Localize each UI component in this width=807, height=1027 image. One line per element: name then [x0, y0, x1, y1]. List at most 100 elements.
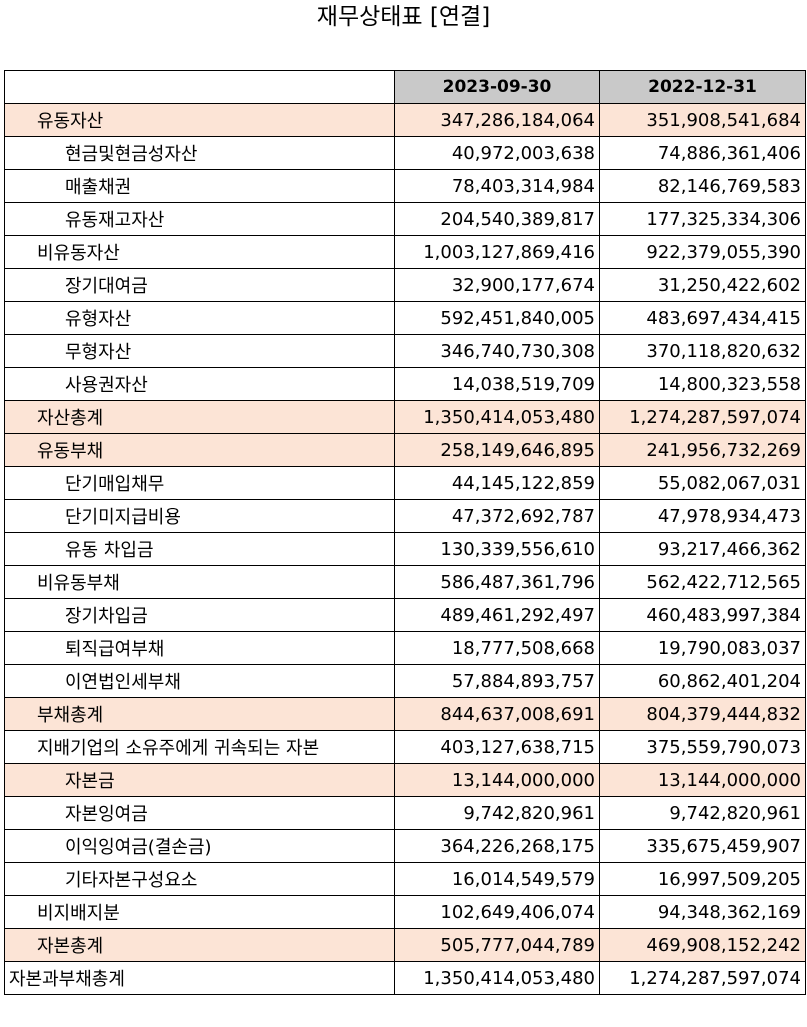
- row-label: 유동자산: [4, 103, 395, 137]
- value-2023-09-30: 130,339,556,610: [394, 532, 600, 566]
- table-row: 퇴직급여부채 18,777,508,668 19,790,083,037: [4, 631, 806, 665]
- row-label: 비유동자산: [4, 235, 395, 269]
- value-2022-12-31: 13,144,000,000: [599, 763, 806, 797]
- value-2023-09-30: 258,149,646,895: [394, 433, 600, 467]
- header-period-2023-09-30: 2023-09-30: [394, 70, 600, 104]
- value-2023-09-30: 78,403,314,984: [394, 169, 600, 203]
- row-label: 자본총계: [4, 928, 395, 962]
- value-2023-09-30: 347,286,184,064: [394, 103, 600, 137]
- table-header-row: 2023-09-30 2022-12-31: [4, 70, 806, 104]
- value-2023-09-30: 592,451,840,005: [394, 301, 600, 335]
- value-2023-09-30: 57,884,893,757: [394, 664, 600, 698]
- table-row: 유동 차입금 130,339,556,610 93,217,466,362: [4, 532, 806, 566]
- table-row: 자산총계 1,350,414,053,480 1,274,287,597,074: [4, 400, 806, 434]
- value-2022-12-31: 469,908,152,242: [599, 928, 806, 962]
- value-2022-12-31: 19,790,083,037: [599, 631, 806, 665]
- table-row: 비유동부채 586,487,361,796 562,422,712,565: [4, 565, 806, 599]
- header-period-2022-12-31: 2022-12-31: [599, 70, 806, 104]
- value-2022-12-31: 804,379,444,832: [599, 697, 806, 731]
- table-row: 비유동자산 1,003,127,869,416 922,379,055,390: [4, 235, 806, 269]
- row-label: 단기미지급비용: [4, 499, 395, 533]
- value-2023-09-30: 1,003,127,869,416: [394, 235, 600, 269]
- value-2023-09-30: 47,372,692,787: [394, 499, 600, 533]
- row-label: 자산총계: [4, 400, 395, 434]
- value-2022-12-31: 31,250,422,602: [599, 268, 806, 302]
- table-row: 자본잉여금 9,742,820,961 9,742,820,961: [4, 796, 806, 830]
- table-row: 부채총계 844,637,008,691 804,379,444,832: [4, 697, 806, 731]
- row-label: 장기차입금: [4, 598, 395, 632]
- value-2023-09-30: 1,350,414,053,480: [394, 961, 600, 995]
- value-2022-12-31: 55,082,067,031: [599, 466, 806, 500]
- table-row: 매출채권 78,403,314,984 82,146,769,583: [4, 169, 806, 203]
- table-row: 지배기업의 소유주에게 귀속되는 자본 403,127,638,715 375,55…: [4, 730, 806, 764]
- value-2023-09-30: 505,777,044,789: [394, 928, 600, 962]
- balance-sheet-table: 2023-09-30 2022-12-31 유동자산 347,286,184,06…: [4, 70, 806, 995]
- value-2022-12-31: 922,379,055,390: [599, 235, 806, 269]
- table-row: 자본과부채총계 1,350,414,053,480 1,274,287,597,07…: [4, 961, 806, 995]
- table-row: 단기미지급비용 47,372,692,787 47,978,934,473: [4, 499, 806, 533]
- row-label: 자본과부채총계: [4, 961, 395, 995]
- table-row: 자본금 13,144,000,000 13,144,000,000: [4, 763, 806, 797]
- value-2022-12-31: 460,483,997,384: [599, 598, 806, 632]
- value-2023-09-30: 16,014,549,579: [394, 862, 600, 896]
- value-2022-12-31: 562,422,712,565: [599, 565, 806, 599]
- row-label: 자본잉여금: [4, 796, 395, 830]
- row-label: 비유동부채: [4, 565, 395, 599]
- value-2023-09-30: 489,461,292,497: [394, 598, 600, 632]
- value-2022-12-31: 93,217,466,362: [599, 532, 806, 566]
- statement-title: 재무상태표 [연결]: [316, 4, 491, 30]
- row-label: 기타자본구성요소: [4, 862, 395, 896]
- value-2022-12-31: 351,908,541,684: [599, 103, 806, 137]
- value-2022-12-31: 82,146,769,583: [599, 169, 806, 203]
- table-row: 비지배지분 102,649,406,074 94,348,362,169: [4, 895, 806, 929]
- value-2023-09-30: 44,145,122,859: [394, 466, 600, 500]
- table-row: 이익잉여금(결손금) 364,226,268,175 335,675,459,907: [4, 829, 806, 863]
- value-2022-12-31: 9,742,820,961: [599, 796, 806, 830]
- value-2023-09-30: 364,226,268,175: [394, 829, 600, 863]
- table-row: 사용권자산 14,038,519,709 14,800,323,558: [4, 367, 806, 401]
- value-2023-09-30: 403,127,638,715: [394, 730, 600, 764]
- table-row: 무형자산 346,740,730,308 370,118,820,632: [4, 334, 806, 368]
- row-label: 유형자산: [4, 301, 395, 335]
- value-2023-09-30: 32,900,177,674: [394, 268, 600, 302]
- table-row: 단기매입채무 44,145,122,859 55,082,067,031: [4, 466, 806, 500]
- value-2023-09-30: 13,144,000,000: [394, 763, 600, 797]
- value-2022-12-31: 16,997,509,205: [599, 862, 806, 896]
- value-2023-09-30: 204,540,389,817: [394, 202, 600, 236]
- table-row: 장기차입금 489,461,292,497 460,483,997,384: [4, 598, 806, 632]
- table-row: 장기대여금 32,900,177,674 31,250,422,602: [4, 268, 806, 302]
- table-row: 유형자산 592,451,840,005 483,697,434,415: [4, 301, 806, 335]
- row-label: 이익잉여금(결손금): [4, 829, 395, 863]
- row-label: 퇴직급여부채: [4, 631, 395, 665]
- table-row: 자본총계 505,777,044,789 469,908,152,242: [4, 928, 806, 962]
- value-2022-12-31: 375,559,790,073: [599, 730, 806, 764]
- value-2023-09-30: 844,637,008,691: [394, 697, 600, 731]
- table-row: 기타자본구성요소 16,014,549,579 16,997,509,205: [4, 862, 806, 896]
- header-label-column: [4, 70, 395, 104]
- row-label: 유동부채: [4, 433, 395, 467]
- value-2023-09-30: 1,350,414,053,480: [394, 400, 600, 434]
- row-label: 매출채권: [4, 169, 395, 203]
- row-label: 사용권자산: [4, 367, 395, 401]
- value-2023-09-30: 346,740,730,308: [394, 334, 600, 368]
- value-2022-12-31: 14,800,323,558: [599, 367, 806, 401]
- value-2023-09-30: 18,777,508,668: [394, 631, 600, 665]
- value-2022-12-31: 94,348,362,169: [599, 895, 806, 929]
- value-2023-09-30: 586,487,361,796: [394, 565, 600, 599]
- value-2022-12-31: 370,118,820,632: [599, 334, 806, 368]
- row-label: 부채총계: [4, 697, 395, 731]
- row-label: 장기대여금: [4, 268, 395, 302]
- table-row: 유동자산 347,286,184,064 351,908,541,684: [4, 103, 806, 137]
- value-2022-12-31: 60,862,401,204: [599, 664, 806, 698]
- row-label: 유동재고자산: [4, 202, 395, 236]
- table-row: 현금및현금성자산 40,972,003,638 74,886,361,406: [4, 136, 806, 170]
- value-2022-12-31: 47,978,934,473: [599, 499, 806, 533]
- value-2023-09-30: 102,649,406,074: [394, 895, 600, 929]
- table-row: 유동부채 258,149,646,895 241,956,732,269: [4, 433, 806, 467]
- table-row: 유동재고자산 204,540,389,817 177,325,334,306: [4, 202, 806, 236]
- row-label: 지배기업의 소유주에게 귀속되는 자본: [4, 730, 395, 764]
- value-2022-12-31: 483,697,434,415: [599, 301, 806, 335]
- table-row: 이연법인세부채 57,884,893,757 60,862,401,204: [4, 664, 806, 698]
- value-2023-09-30: 14,038,519,709: [394, 367, 600, 401]
- value-2022-12-31: 1,274,287,597,074: [599, 961, 806, 995]
